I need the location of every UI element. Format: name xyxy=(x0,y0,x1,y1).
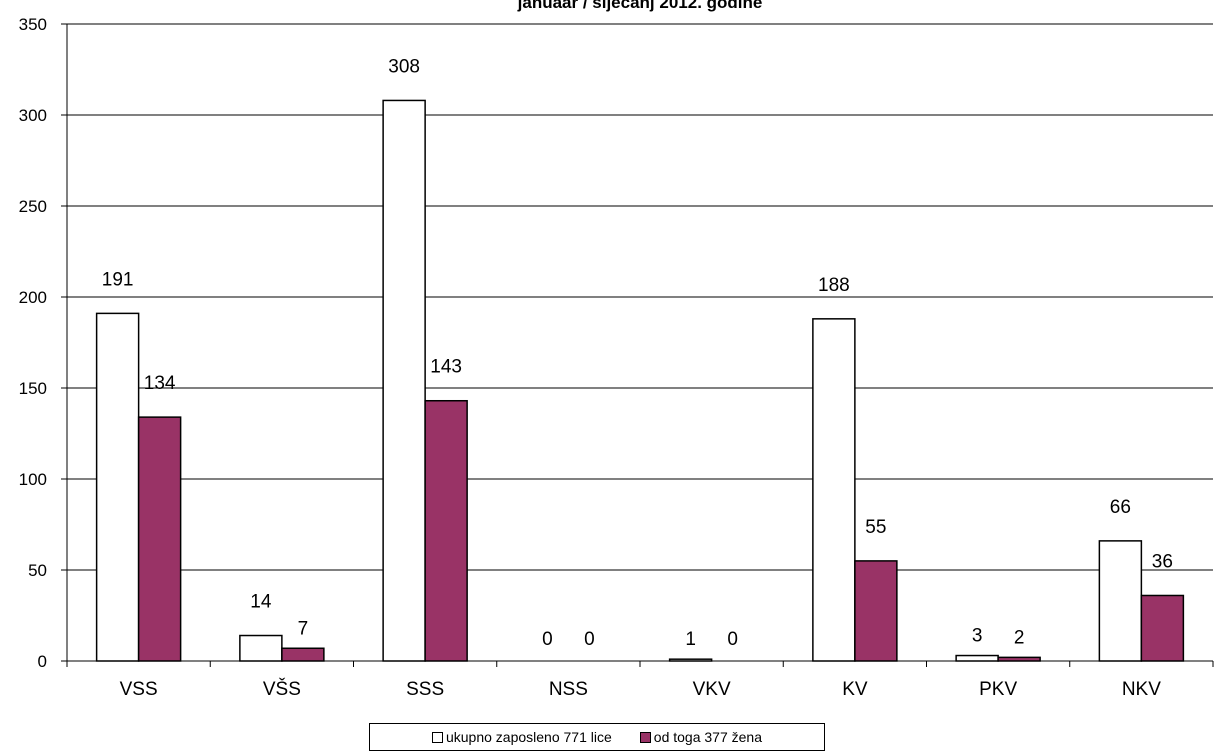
bar-total xyxy=(239,634,283,662)
legend-swatch-women xyxy=(639,731,651,743)
y-tick-label: 200 xyxy=(19,288,47,307)
y-tick-label: 150 xyxy=(19,379,47,398)
x-axis: VSS VŠS SSS NSS VKV KV PKV NKV xyxy=(66,660,1214,700)
data-label: 0 xyxy=(727,629,738,650)
x-tick-label: NSS xyxy=(549,679,588,700)
x-tick-label: VKV xyxy=(693,679,731,700)
y-tick-label: 100 xyxy=(19,470,47,489)
data-label: 0 xyxy=(584,629,595,650)
data-label: 2 xyxy=(1014,627,1025,648)
legend-item-women: od toga 377 žena xyxy=(639,729,762,745)
data-label: 1 xyxy=(685,629,696,650)
bar-women xyxy=(424,399,468,662)
x-tick-label: PKV xyxy=(979,679,1017,700)
bar-total xyxy=(382,99,426,662)
data-label: 143 xyxy=(430,357,462,378)
bar-women xyxy=(997,656,1041,662)
y-tick-label: 50 xyxy=(28,561,47,580)
data-label: 7 xyxy=(298,618,309,639)
legend: ukupno zaposleno 771 lice od toga 377 že… xyxy=(369,723,825,751)
legend-item-total: ukupno zaposleno 771 lice xyxy=(431,729,612,745)
data-label: 308 xyxy=(388,56,420,77)
y-tick-label: 350 xyxy=(19,15,47,34)
y-tick-label: 250 xyxy=(19,197,47,216)
bar-total xyxy=(95,312,140,662)
bar-total xyxy=(668,658,713,662)
bar-women xyxy=(137,416,182,662)
data-label: 3 xyxy=(972,626,983,647)
data-label: 36 xyxy=(1152,551,1173,572)
x-tick-label: SSS xyxy=(406,679,444,700)
data-label: 66 xyxy=(1110,497,1131,518)
bar-total xyxy=(812,318,856,662)
data-label: 134 xyxy=(144,373,176,394)
y-axis: 0 50 100 150 200 250 300 350 xyxy=(19,15,68,671)
legend-label-women: od toga 377 žena xyxy=(653,729,762,745)
y-tick-label: 0 xyxy=(38,652,47,671)
x-tick-label: KV xyxy=(842,679,868,700)
x-tick-label: VŠS xyxy=(263,678,301,700)
data-label: 191 xyxy=(102,269,134,290)
x-tick-label: VSS xyxy=(120,679,158,700)
chart-title: januaar / siječanj 2012. godine xyxy=(517,0,763,12)
data-label: 0 xyxy=(542,629,553,650)
bar-women xyxy=(854,560,898,662)
bars xyxy=(95,99,1185,662)
x-tick-label: NKV xyxy=(1122,679,1161,700)
legend-swatch-total xyxy=(431,731,443,743)
gridlines xyxy=(67,23,1213,571)
bar-women xyxy=(1140,594,1185,662)
data-label: 14 xyxy=(250,592,272,613)
legend-label-total: ukupno zaposleno 771 lice xyxy=(445,729,612,745)
bar-total xyxy=(955,654,999,662)
data-label: 55 xyxy=(865,517,886,538)
data-labels: 191 14 308 0 1 188 3 66 134 7 143 0 0 55 2 36 xyxy=(102,56,1173,650)
bar-women xyxy=(281,647,325,662)
data-label: 188 xyxy=(818,275,850,296)
y-tick-label: 300 xyxy=(19,106,47,125)
bar-total xyxy=(1098,540,1143,662)
